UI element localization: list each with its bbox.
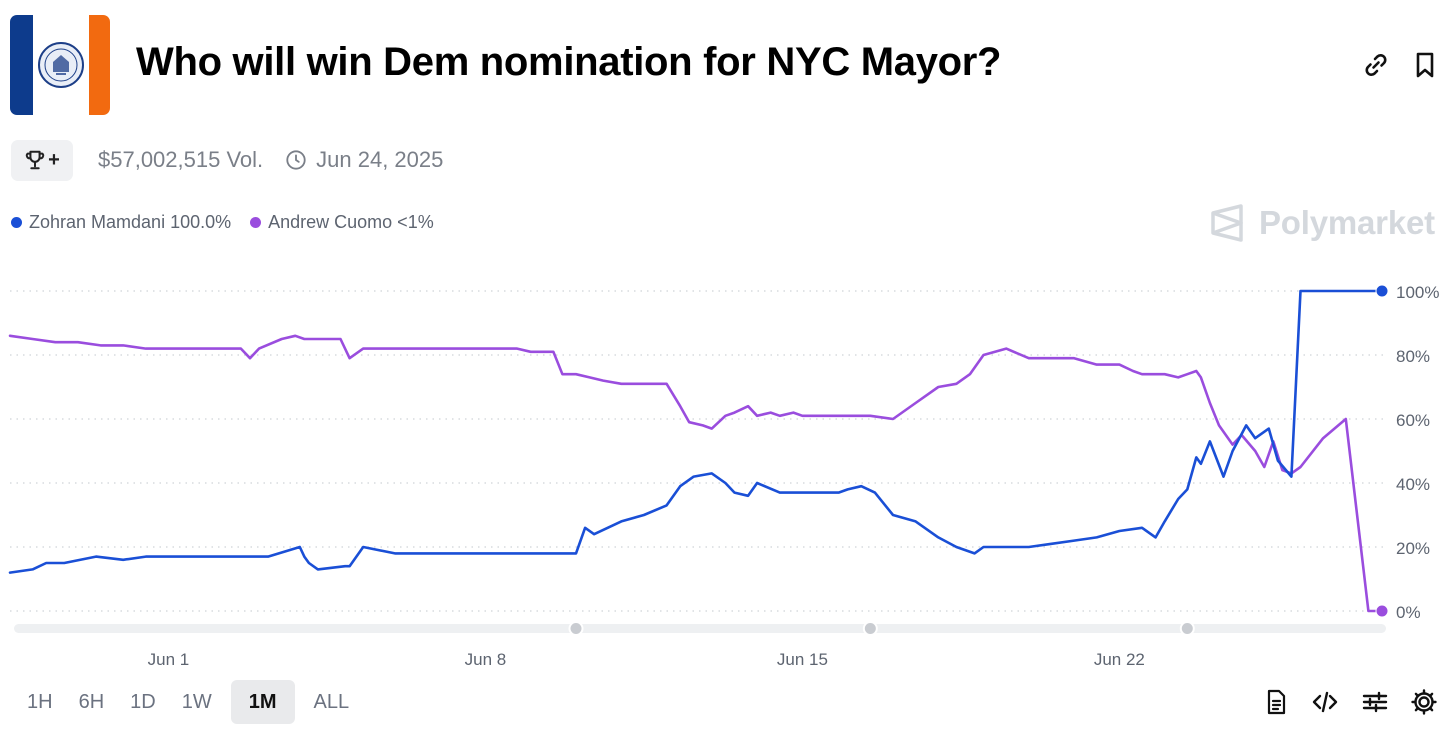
- y-tick-label: 20%: [1396, 539, 1430, 558]
- x-tick-label: Jun 22: [1094, 650, 1145, 669]
- time-range-selector: 1H 6H 1D 1W 1M ALL: [14, 680, 362, 724]
- polymarket-watermark: Polymarket: [1209, 203, 1435, 243]
- y-tick-label: 60%: [1396, 411, 1430, 430]
- series-line-andrew-cuomo: [8, 334, 1384, 613]
- brand-name: Polymarket: [1259, 204, 1435, 241]
- trophy-button[interactable]: +: [11, 139, 73, 181]
- page-title: Who will win Dem nomination for NYC Mayo…: [136, 40, 1002, 84]
- y-tick-label: 100%: [1396, 283, 1439, 302]
- link-icon[interactable]: [1361, 50, 1391, 80]
- settings-gear-icon[interactable]: [1410, 688, 1438, 716]
- nyc-seal-icon: [38, 42, 84, 88]
- x-tick-label: Jun 1: [148, 650, 190, 669]
- series-line-zohran-mamdani: [8, 289, 1384, 574]
- y-tick-label: 40%: [1396, 475, 1430, 494]
- trophy-icon: [26, 150, 45, 170]
- series-end-dot-andrew-cuomo: [1375, 604, 1389, 618]
- scrubber-handle[interactable]: [570, 623, 582, 634]
- scrubber-handle[interactable]: [1181, 623, 1193, 634]
- y-tick-label: 80%: [1396, 347, 1430, 366]
- clock-icon: [285, 149, 307, 171]
- market-meta: + $57,002,515 Vol. Jun 24, 2025: [11, 139, 443, 181]
- scrubber-handle[interactable]: [864, 623, 876, 634]
- x-tick-label: Jun 15: [777, 650, 828, 669]
- range-button-1d[interactable]: 1D: [130, 691, 156, 713]
- range-button-1m[interactable]: 1M: [230, 680, 295, 724]
- range-scrubber-track[interactable]: [14, 624, 1386, 633]
- document-icon[interactable]: [1262, 688, 1290, 716]
- legend-item-mamdani: Zohran Mamdani 100.0%: [11, 212, 231, 233]
- series-end-dot-zohran-mamdani: [1375, 284, 1389, 298]
- x-tick-label: Jun 8: [465, 650, 507, 669]
- bookmark-icon[interactable]: [1410, 50, 1440, 80]
- sliders-icon[interactable]: [1361, 688, 1389, 716]
- chart-legend: Zohran Mamdani 100.0% Andrew Cuomo <1%: [11, 212, 453, 233]
- legend-label-cuomo: Andrew Cuomo <1%: [268, 212, 434, 232]
- code-embed-icon[interactable]: [1311, 688, 1339, 716]
- legend-dot-mamdani: [11, 217, 22, 228]
- legend-label-mamdani: Zohran Mamdani 100.0%: [29, 212, 232, 232]
- end-date-text: Jun 24, 2025: [316, 147, 444, 172]
- legend-dot-cuomo: [250, 217, 262, 228]
- range-button-all[interactable]: ALL: [313, 691, 350, 713]
- y-tick-label: 0%: [1396, 603, 1421, 622]
- nyc-flag-logo: [10, 15, 110, 115]
- range-button-6h[interactable]: 6H: [78, 691, 105, 713]
- range-button-1w[interactable]: 1W: [181, 691, 212, 713]
- polymarket-logo-icon: [1211, 204, 1243, 242]
- range-button-1h[interactable]: 1H: [27, 691, 53, 713]
- trophy-plus: +: [48, 148, 60, 171]
- volume-text: $57,002,515 Vol.: [98, 147, 264, 172]
- legend-item-cuomo: Andrew Cuomo <1%: [250, 212, 434, 233]
